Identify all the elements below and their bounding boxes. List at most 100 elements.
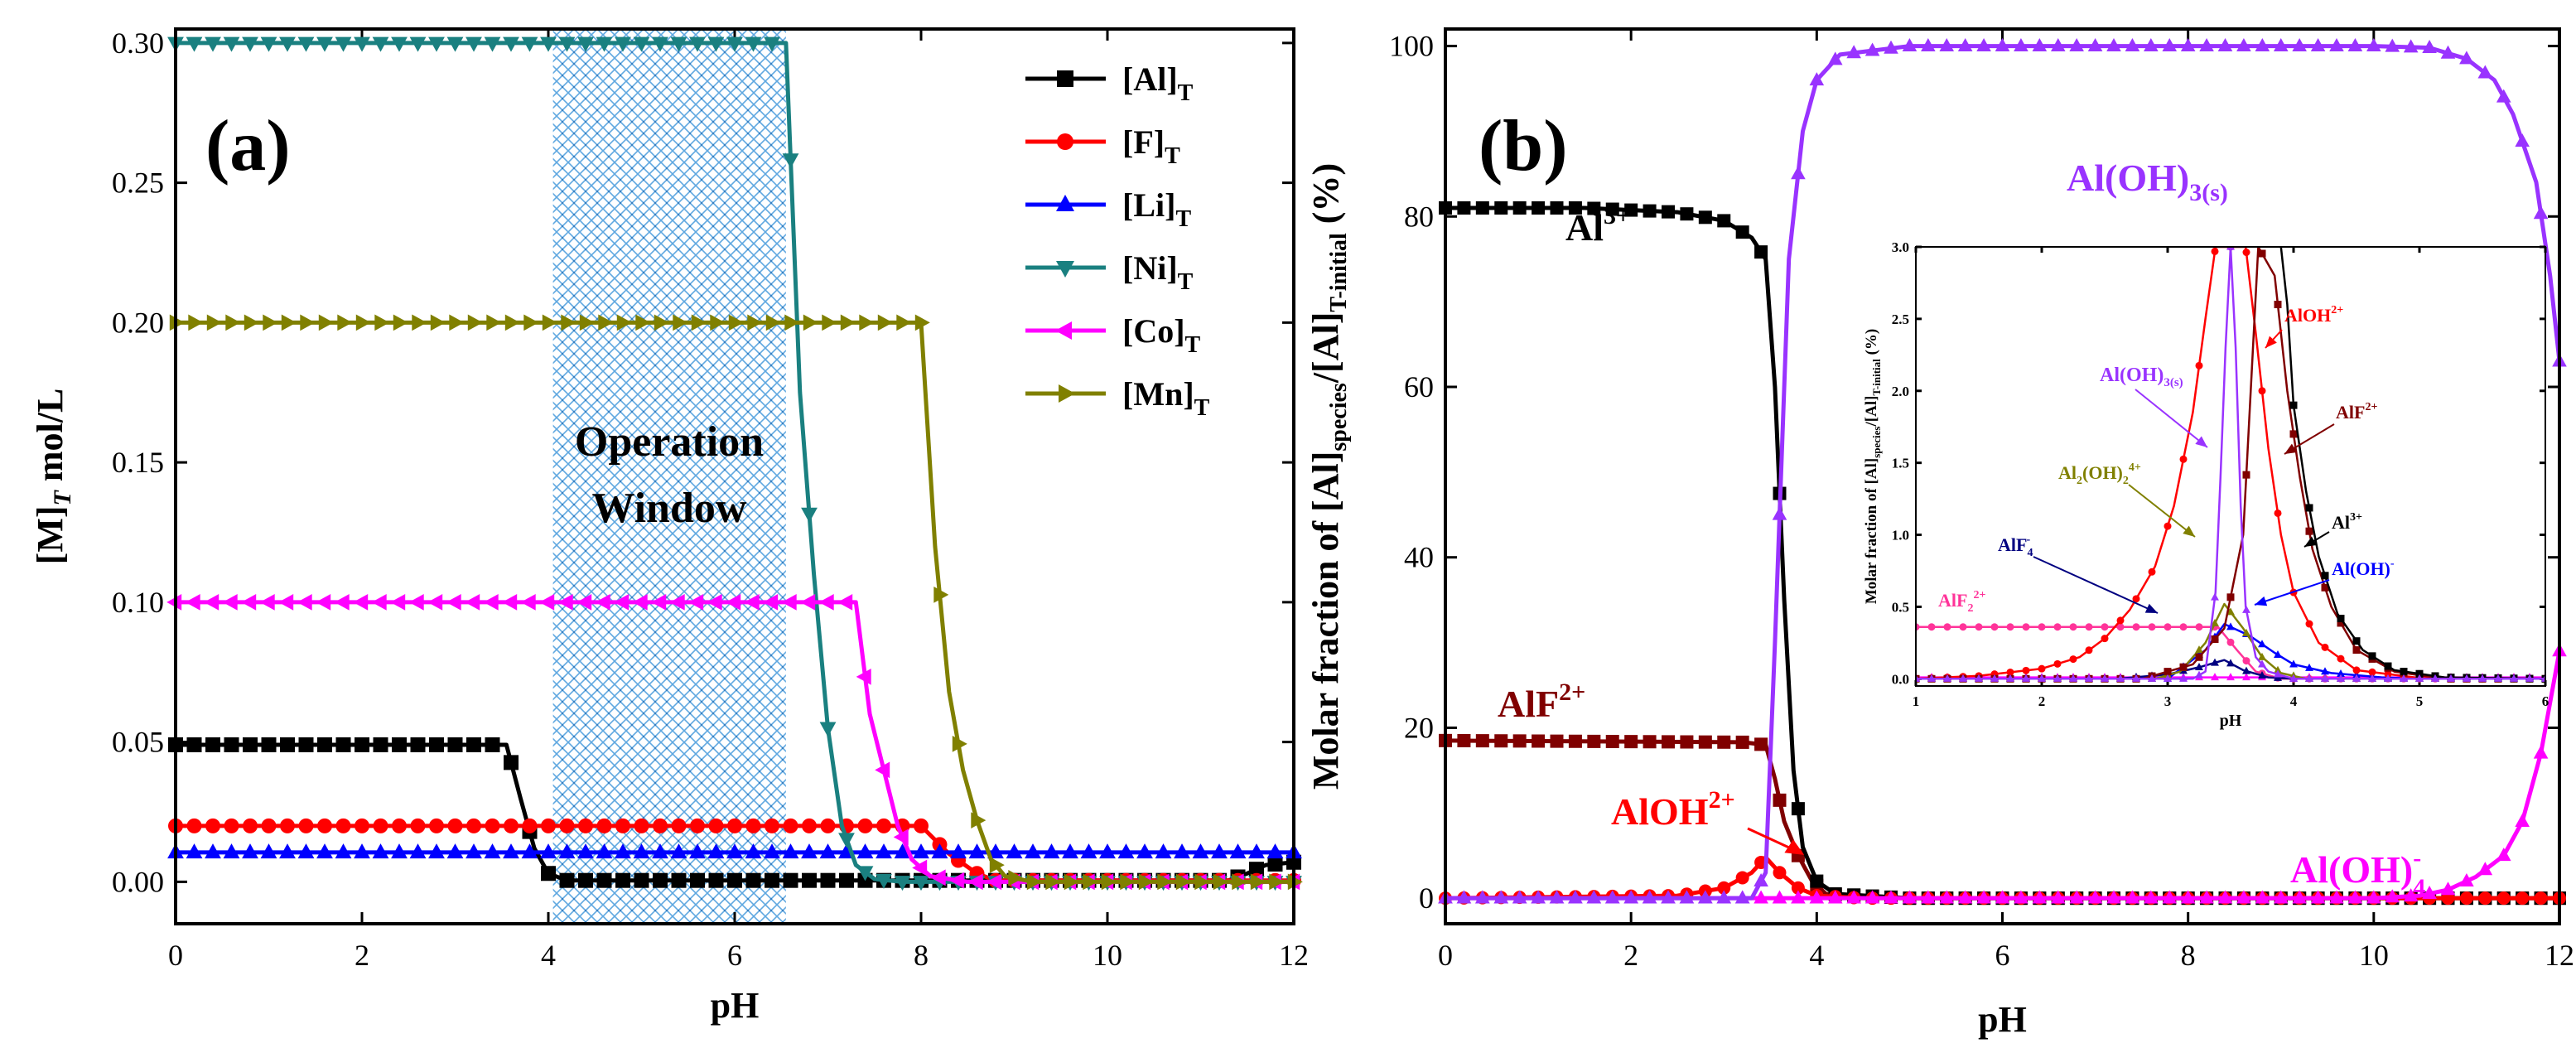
b-aloh3s-marker <box>1531 890 1546 904</box>
b-aloh3s-marker <box>2144 37 2159 51</box>
panel-b-label: (b) <box>1479 106 1568 186</box>
b-aloh4-marker <box>1957 890 1973 904</box>
a-li-marker <box>1117 843 1135 859</box>
panel-a-series <box>166 36 1303 891</box>
inset-aloh3s-marker <box>2494 674 2502 682</box>
a-li-marker <box>782 843 799 859</box>
a-li-marker <box>913 843 929 859</box>
inset-alf2-marker <box>2289 430 2298 438</box>
inset-aloh2-marker <box>2274 509 2282 517</box>
a-mn-marker <box>654 314 669 331</box>
b-aloh4-marker <box>2292 890 2307 904</box>
inset-aloh2-marker <box>2132 595 2140 603</box>
a-f-marker <box>504 818 519 833</box>
inset-aloh3s-marker <box>2447 674 2455 682</box>
inset-label-aloh2plus: AlOH2+ <box>2284 304 2343 326</box>
inset-alf2-line <box>1916 247 2545 680</box>
b-aloh3s-marker <box>1957 37 1973 51</box>
a-co-marker <box>390 593 406 611</box>
a-al-marker <box>820 872 836 888</box>
b-aloh3s-marker <box>2069 37 2084 51</box>
b-aloh4-marker <box>2477 862 2493 876</box>
a-mn-marker <box>859 314 875 331</box>
legend-entry: [Li]T <box>1122 186 1191 232</box>
a-co-marker <box>967 873 983 891</box>
lbl-aloh-sup: 2+ <box>1709 786 1735 814</box>
a-co-marker <box>800 593 816 611</box>
inset-aloh3s-marker <box>2179 674 2188 682</box>
a-mn-marker <box>1194 873 1210 891</box>
a-f-marker <box>429 818 444 833</box>
a-y-tick-label: 0.05 <box>112 726 164 759</box>
a-li-marker <box>726 843 743 859</box>
a-al-marker <box>653 872 668 888</box>
a-mn-marker <box>765 314 781 331</box>
b-aloh2-marker <box>2496 891 2511 906</box>
ilbl-al3-sup: 3+ <box>2350 511 2362 524</box>
a-mn-marker <box>822 314 837 331</box>
inset-al3-marker <box>2289 401 2298 409</box>
inset-y-tick-label: 1.5 <box>1892 456 1909 471</box>
a-li-marker <box>801 843 818 859</box>
inset-aloh3s-marker <box>2289 674 2298 682</box>
panel-b-frame <box>1444 27 2561 925</box>
inset-x-tick-label: 6 <box>2542 693 2549 709</box>
inset-aloh3s-marker <box>2164 674 2172 682</box>
a-y-tick-label: 0.20 <box>112 306 164 339</box>
inset-alohm-marker <box>2321 667 2329 675</box>
inset-aloh2-marker <box>2006 668 2014 676</box>
inset-arrow-aloh-head <box>2265 336 2277 348</box>
a-mn-marker <box>747 314 763 331</box>
inset-alf2-marker <box>2164 668 2172 676</box>
inset-x-tick-label: 5 <box>2416 693 2424 709</box>
lbl-alf-main: AlF <box>1498 683 1559 725</box>
a-ni-marker <box>391 36 408 52</box>
inset-alf2pink-marker <box>1959 623 1967 631</box>
a-li-marker <box>354 843 370 859</box>
b-aloh3s-marker <box>1921 37 1936 51</box>
b-aloh3s-marker <box>2236 37 2251 51</box>
b-aloh3s-series-group <box>1438 37 2567 904</box>
a-al-marker <box>335 737 351 752</box>
a-li-marker <box>260 843 277 859</box>
b-aloh4-marker <box>2236 890 2251 904</box>
b-aloh3s-marker <box>2477 65 2493 79</box>
ilbl-aloh-main: AlOH <box>2284 305 2331 326</box>
b-aloh3s-marker <box>1734 890 1750 904</box>
a-li-marker <box>1155 843 1172 859</box>
a-al-marker <box>1249 862 1264 877</box>
b-aloh3s-marker <box>2125 37 2140 51</box>
b-alf2-marker <box>1624 735 1638 749</box>
a-mn-marker <box>337 314 353 331</box>
b-aloh3s-marker <box>2106 37 2121 51</box>
a-y-tick-label: 0.10 <box>112 586 164 619</box>
a-li-marker <box>335 843 352 859</box>
a-al-marker <box>466 737 481 752</box>
a-ni-marker <box>521 36 538 52</box>
b-aloh4-marker <box>1754 890 1768 904</box>
label-al3plus: Al3+ <box>1565 202 1630 249</box>
inset-aloh3s-marker <box>2337 674 2345 682</box>
inset-aloh3s-marker <box>2541 674 2545 682</box>
a-f-marker <box>745 818 761 833</box>
b-aloh3s-marker <box>2329 37 2344 51</box>
b-al3-marker <box>1624 203 1638 217</box>
b-aloh3s-marker <box>1475 890 1490 904</box>
inset-aloh3s-series-group <box>1916 247 2545 682</box>
b-al3-marker <box>1605 202 1619 216</box>
inset-alf2pink-marker <box>1916 623 1920 631</box>
b-aloh3s-marker <box>2366 37 2381 51</box>
legend-entry-sub: T <box>1175 206 1191 232</box>
b-aloh3s-marker <box>1864 42 1880 56</box>
a-mn-marker <box>914 314 930 331</box>
a-mn-marker <box>263 314 278 331</box>
a-f-marker <box>447 818 463 833</box>
a-mn-marker <box>504 314 520 331</box>
b-al3-marker <box>1457 201 1471 215</box>
inset-aloh2-marker <box>2164 522 2172 530</box>
a-f-marker <box>261 818 277 833</box>
a-co-marker <box>334 593 350 611</box>
a-li-marker <box>1136 843 1153 859</box>
inset-aloh3s-marker <box>2085 674 2093 682</box>
